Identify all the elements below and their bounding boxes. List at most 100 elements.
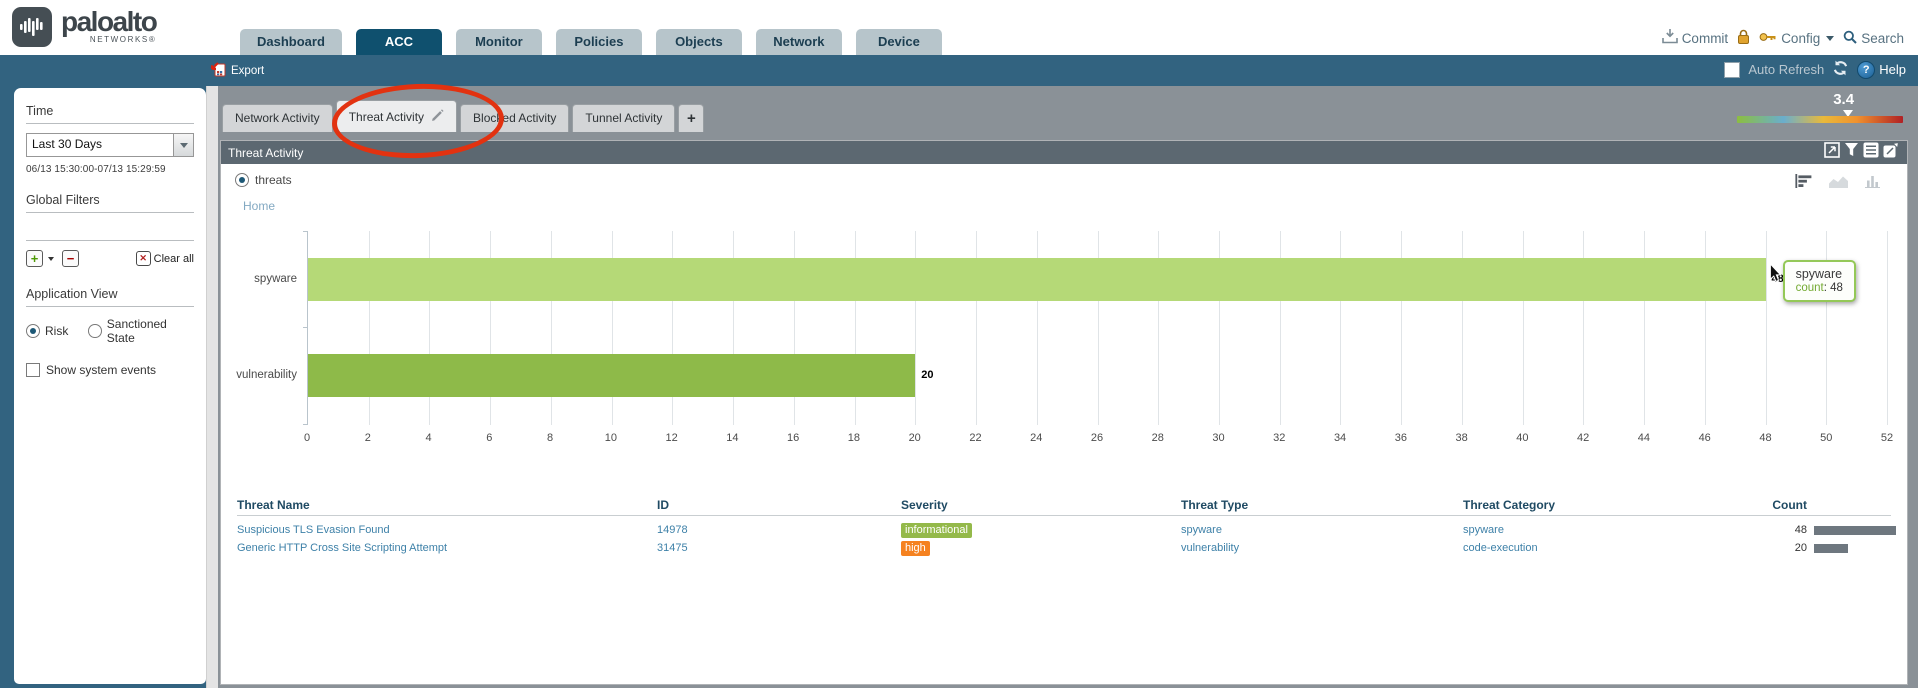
sidebar-collapse-strip[interactable] xyxy=(206,86,219,688)
x-tick-label: 48 xyxy=(1759,432,1772,444)
nav-tab-dashboard[interactable]: Dashboard xyxy=(240,29,342,55)
threat-category-link[interactable]: code-execution xyxy=(1463,542,1538,554)
commit-label: Commit xyxy=(1681,30,1729,46)
threat-id-link[interactable]: 14978 xyxy=(657,524,688,536)
sort-bars-icon[interactable] xyxy=(1795,174,1813,193)
subtab-blocked-activity[interactable]: Blocked Activity xyxy=(460,104,570,132)
export-button[interactable]: Export xyxy=(211,62,264,80)
search-button[interactable]: Search xyxy=(1843,30,1904,47)
nav-tab-acc[interactable]: ACC xyxy=(355,29,442,55)
brand-name: paloalto xyxy=(61,6,158,37)
clear-all-icon: ✕ xyxy=(135,251,151,266)
add-tab-button[interactable]: + xyxy=(678,104,705,132)
threat-category-link[interactable]: spyware xyxy=(1463,524,1504,536)
main-region: Network Activity Threat Activity Blocked A… xyxy=(218,86,1918,688)
column-header-severity[interactable]: Severity xyxy=(901,498,948,512)
top-header: paloalto NETWORKS® Dashboard ACC Monitor Po… xyxy=(0,0,1918,55)
subtab-tunnel-activity[interactable]: Tunnel Activity xyxy=(572,104,676,132)
nav-tab-policies[interactable]: Policies xyxy=(555,29,642,55)
area-chart-icon[interactable] xyxy=(1828,174,1849,193)
x-tick-label: 36 xyxy=(1394,432,1407,444)
lock-icon[interactable] xyxy=(1737,29,1750,47)
radio-risk-label: Risk xyxy=(45,324,69,338)
threats-table: Threat Name ID Severity Threat Type Threat C… xyxy=(237,495,1896,557)
nav-tab-network[interactable]: Network xyxy=(755,29,842,55)
show-system-events-checkbox[interactable] xyxy=(26,363,40,377)
y-axis-tick xyxy=(303,424,308,425)
gridline xyxy=(672,231,674,425)
divider xyxy=(26,240,194,241)
remove-filter-button[interactable]: − xyxy=(62,250,79,267)
bar-spyware[interactable] xyxy=(308,258,1766,301)
x-tick-label: 20 xyxy=(908,432,921,444)
bar-vulnerability[interactable] xyxy=(308,354,916,397)
radio-risk[interactable]: Risk xyxy=(26,324,68,338)
global-filters-buttons: + − ✕ Clear all xyxy=(26,250,194,267)
filter-icon[interactable] xyxy=(1844,142,1859,163)
column-header-count[interactable]: Count xyxy=(1727,498,1891,512)
panel-header: Threat Activity xyxy=(221,141,1907,164)
x-tick-label: 4 xyxy=(425,432,432,444)
threat-activity-panel: Threat Activity threats Home xyxy=(220,140,1908,685)
gridline xyxy=(1340,231,1342,425)
column-header-threat-name[interactable]: Threat Name xyxy=(237,498,310,512)
add-filter-button[interactable]: + xyxy=(26,250,43,267)
threat-type-link[interactable]: vulnerability xyxy=(1181,542,1240,554)
show-system-events-checkbox-row[interactable]: Show system events xyxy=(26,363,194,377)
commit-button[interactable]: Commit xyxy=(1661,29,1729,47)
column-header-threat-type[interactable]: Threat Type xyxy=(1181,498,1249,512)
config-label: Config xyxy=(1781,30,1821,46)
config-menu-button[interactable]: Config xyxy=(1759,30,1835,47)
add-filter-caret-icon[interactable] xyxy=(48,256,54,261)
clear-all-label: Clear all xyxy=(153,252,194,265)
x-tick-label: 18 xyxy=(847,432,861,444)
threat-name-link[interactable]: Suspicious TLS Evasion Found xyxy=(237,524,390,536)
secondary-toolbar: Export Auto Refresh ? Help xyxy=(0,55,1918,86)
radio-sanctioned-state[interactable]: Sanctioned State xyxy=(88,317,194,345)
radio-sanctioned-state-label: Sanctioned State xyxy=(106,317,167,345)
time-range-select[interactable]: Last 30 Days xyxy=(26,133,194,157)
subtab-threat-activity[interactable]: Threat Activity xyxy=(335,100,458,132)
nav-tab-monitor[interactable]: Monitor xyxy=(455,29,542,55)
subtab-network-activity[interactable]: Network Activity xyxy=(222,104,333,132)
gridline xyxy=(1583,231,1585,425)
column-chart-icon[interactable] xyxy=(1864,174,1881,193)
risk-meter-value: 3.4 xyxy=(1833,91,1855,108)
chart-series-radio-row[interactable]: threats xyxy=(235,173,1907,187)
application-view-label: Application View xyxy=(26,287,118,301)
breadcrumb-home-link[interactable]: Home xyxy=(243,199,276,213)
list-view-icon[interactable] xyxy=(1863,142,1879,163)
nav-tab-objects[interactable]: Objects xyxy=(655,29,742,55)
export-pdf-icon xyxy=(211,62,226,80)
help-button[interactable]: ? Help xyxy=(1857,60,1906,79)
y-axis-tick xyxy=(303,231,308,232)
x-tick-label: 42 xyxy=(1577,432,1590,444)
category-label-vulnerability: vulnerability xyxy=(236,369,297,381)
clear-all-button[interactable]: ✕ Clear all xyxy=(135,251,194,266)
column-header-id[interactable]: ID xyxy=(657,498,669,512)
bar-value-vulnerability: 20 xyxy=(921,369,934,381)
edit-tab-pencil-icon[interactable] xyxy=(431,108,444,125)
gridline xyxy=(1461,231,1463,425)
select-dropdown-arrow-icon[interactable] xyxy=(173,134,193,156)
gridline xyxy=(1887,231,1888,425)
threat-id-link[interactable]: 31475 xyxy=(657,542,688,554)
risk-meter-marker-icon xyxy=(1843,110,1854,117)
auto-refresh-checkbox[interactable] xyxy=(1724,61,1741,78)
subtab-label: Network Activity xyxy=(235,111,320,125)
threat-type-link[interactable]: spyware xyxy=(1181,524,1222,536)
column-header-threat-category[interactable]: Threat Category xyxy=(1463,498,1556,512)
gridline xyxy=(611,231,613,425)
maximize-icon[interactable] xyxy=(1824,142,1840,163)
nav-tab-device[interactable]: Device xyxy=(855,29,942,55)
refresh-icon[interactable] xyxy=(1832,60,1849,79)
severity-badge: informational xyxy=(901,522,972,538)
x-tick-label: 30 xyxy=(1212,432,1225,444)
gridline xyxy=(1279,231,1281,425)
edit-export-icon[interactable] xyxy=(1883,141,1900,163)
count-cell: 48 xyxy=(1727,524,1896,536)
gridline xyxy=(733,231,735,425)
threat-name-link[interactable]: Generic HTTP Cross Site Scripting Attemp… xyxy=(237,542,448,554)
application-view-options: Risk Sanctioned State xyxy=(26,317,194,345)
